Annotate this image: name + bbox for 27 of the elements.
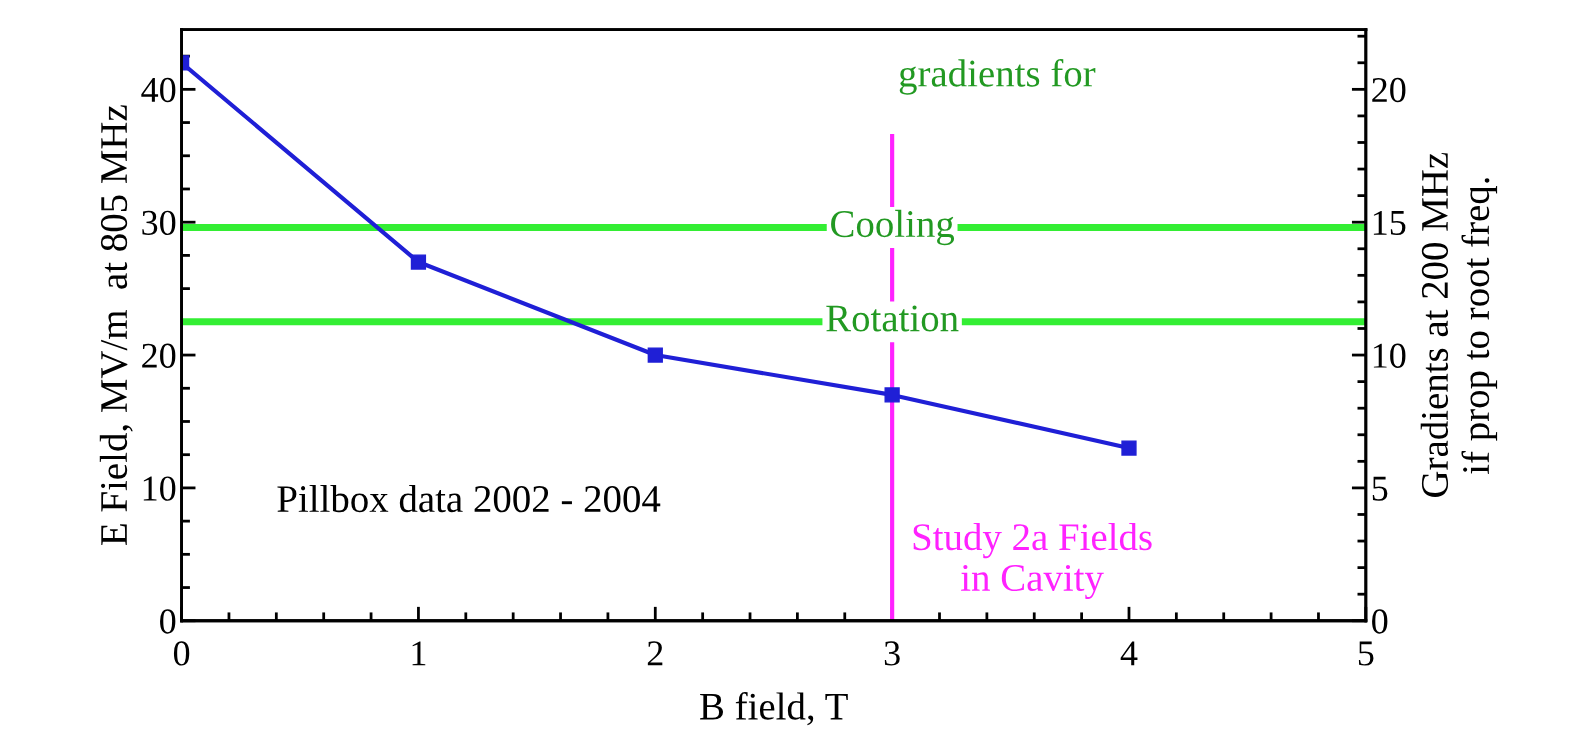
y2-axis-title: Gradients at 200 MHz if prop to root freq. (1420, 152, 1498, 497)
y-axis-title: E Field, MV/m at 805 MHz (99, 105, 133, 545)
x-axis-title: B field, T (700, 692, 848, 726)
annotation: Pillbox data 2002 - 2004 (277, 484, 661, 513)
y2-tick-label: 5 (1372, 476, 1388, 501)
y2-tick-label: 0 (1372, 609, 1388, 634)
y2-tick-label: 10 (1373, 343, 1406, 368)
y-tick-label: 30 (142, 210, 176, 236)
x-tick-label: 5 (1358, 641, 1374, 666)
x-tick-label: 1 (412, 641, 426, 666)
ref-line-label: Rotation (826, 305, 959, 332)
y2-tick-label: 15 (1373, 210, 1406, 236)
y-tick-label: 0 (160, 609, 176, 634)
point (410, 254, 427, 270)
y-tick-label: 10 (143, 476, 176, 501)
point (884, 387, 900, 403)
x-tick-label: 2 (647, 641, 663, 666)
y-tick-label: 40 (141, 77, 176, 103)
y-tick-label: 20 (142, 343, 176, 368)
point (647, 347, 663, 363)
point (1121, 440, 1137, 456)
annotation: gradients for (899, 58, 1096, 95)
ref-line-label: Cooling (831, 209, 955, 246)
x-tick-label: 4 (1120, 641, 1138, 666)
x-tick-label: 3 (884, 641, 900, 666)
y2-tick-label: 20 (1372, 77, 1406, 103)
ref-line-label: Study 2a Fields in Cavity (913, 522, 1152, 600)
